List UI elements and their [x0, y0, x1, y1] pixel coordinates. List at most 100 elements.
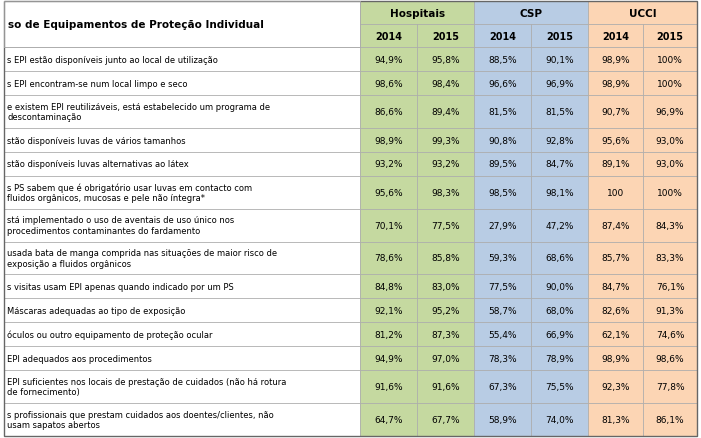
Text: 2015: 2015 [546, 32, 573, 42]
Bar [474, 209, 531, 242]
Text: 85,7%: 85,7% [601, 254, 629, 263]
Bar [643, 299, 697, 322]
Bar [474, 242, 531, 275]
Text: 58,7%: 58,7% [488, 306, 517, 315]
Bar [474, 177, 531, 209]
Text: 96,9%: 96,9% [655, 108, 684, 117]
Bar [417, 403, 474, 436]
Text: óculos ou outro equipamento de proteção ocular: óculos ou outro equipamento de proteção … [7, 330, 212, 339]
Text: 27,9%: 27,9% [488, 221, 517, 230]
Text: stá implementado o uso de aventais de uso único nos
procedimentos contaminantes : stá implementado o uso de aventais de us… [7, 216, 234, 235]
Bar [4, 275, 360, 299]
Text: 78,9%: 78,9% [545, 354, 573, 363]
Bar [474, 346, 531, 370]
Bar [531, 177, 588, 209]
Text: 84,3%: 84,3% [656, 221, 684, 230]
Text: 89,1%: 89,1% [601, 160, 629, 169]
Text: 96,9%: 96,9% [545, 80, 573, 88]
Bar [531, 299, 588, 322]
Bar [474, 322, 531, 346]
Text: 96,6%: 96,6% [488, 80, 517, 88]
Text: 90,1%: 90,1% [545, 56, 573, 65]
Text: 100%: 100% [657, 56, 683, 65]
Text: 58,9%: 58,9% [488, 415, 517, 424]
Bar [474, 152, 531, 177]
Bar [643, 242, 697, 275]
Text: 98,6%: 98,6% [655, 354, 684, 363]
Text: UCCI: UCCI [629, 9, 656, 19]
Bar [588, 242, 643, 275]
Bar [360, 48, 417, 72]
Bar [531, 322, 588, 346]
Text: 81,3%: 81,3% [601, 415, 629, 424]
Text: 98,9%: 98,9% [601, 354, 629, 363]
Text: 47,2%: 47,2% [545, 221, 573, 230]
Bar [531, 209, 588, 242]
Bar [643, 275, 697, 299]
Bar [417, 48, 474, 72]
Bar [417, 177, 474, 209]
Bar [360, 209, 417, 242]
Bar [643, 48, 697, 72]
Text: 98,5%: 98,5% [488, 188, 517, 198]
Text: 77,5%: 77,5% [431, 221, 460, 230]
Bar [417, 299, 474, 322]
Text: 83,0%: 83,0% [431, 282, 460, 291]
Bar [360, 177, 417, 209]
Bar [4, 209, 360, 242]
Bar [588, 346, 643, 370]
Text: 76,1%: 76,1% [655, 282, 684, 291]
Bar [643, 152, 697, 177]
Text: 87,4%: 87,4% [601, 221, 629, 230]
Text: 70,1%: 70,1% [374, 221, 403, 230]
Bar [417, 209, 474, 242]
Text: 98,4%: 98,4% [431, 80, 460, 88]
Bar [4, 152, 360, 177]
Bar [360, 322, 417, 346]
Bar [474, 96, 531, 129]
Bar [531, 96, 588, 129]
Bar [588, 370, 643, 403]
Bar [360, 346, 417, 370]
Bar [531, 275, 588, 299]
Bar [588, 129, 643, 152]
Text: 81,5%: 81,5% [545, 108, 573, 117]
Bar [4, 322, 360, 346]
Bar [360, 242, 417, 275]
Bar [4, 370, 360, 403]
Bar [588, 177, 643, 209]
Text: 98,1%: 98,1% [545, 188, 573, 198]
Bar [417, 242, 474, 275]
Text: so de Equipamentos de Proteção Individual: so de Equipamentos de Proteção Individua… [8, 20, 264, 30]
Text: 68,0%: 68,0% [545, 306, 573, 315]
Text: 98,9%: 98,9% [374, 136, 403, 145]
Bar [588, 209, 643, 242]
Text: 59,3%: 59,3% [488, 254, 517, 263]
Bar [531, 48, 588, 72]
Bar [417, 370, 474, 403]
Text: 95,6%: 95,6% [601, 136, 629, 145]
Text: 84,8%: 84,8% [374, 282, 403, 291]
Text: 95,2%: 95,2% [431, 306, 460, 315]
Bar [643, 346, 697, 370]
Text: 97,0%: 97,0% [431, 354, 460, 363]
Text: 2014: 2014 [375, 32, 402, 42]
Bar [588, 299, 643, 322]
Bar [417, 275, 474, 299]
Text: stão disponíveis luvas alternativas ao látex: stão disponíveis luvas alternativas ao l… [7, 160, 189, 169]
Text: 68,6%: 68,6% [545, 254, 573, 263]
Bar [417, 96, 474, 129]
Bar [417, 346, 474, 370]
Bar [643, 322, 697, 346]
Text: 78,3%: 78,3% [488, 354, 517, 363]
Bar [4, 2, 360, 48]
Bar [4, 346, 360, 370]
Text: 77,8%: 77,8% [655, 382, 684, 391]
Text: 91,6%: 91,6% [431, 382, 460, 391]
Text: 55,4%: 55,4% [488, 330, 517, 339]
Text: 82,6%: 82,6% [601, 306, 629, 315]
Bar [643, 209, 697, 242]
Bar [360, 403, 417, 436]
Text: 98,3%: 98,3% [431, 188, 460, 198]
Text: 90,8%: 90,8% [488, 136, 517, 145]
